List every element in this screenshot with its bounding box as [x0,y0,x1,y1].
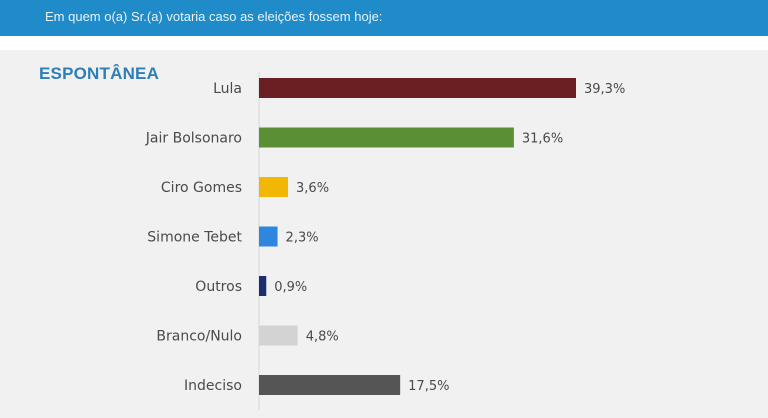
category-label: Branco/Nulo [156,329,242,345]
value-label: 39,3% [584,82,625,97]
value-label: 4,8% [306,330,339,345]
bar [259,375,401,395]
category-label: Simone Tebet [147,230,242,246]
category-label: Ciro Gomes [161,180,242,196]
bar [259,325,298,346]
chart-panel [0,50,768,418]
value-label: 3,6% [296,181,329,196]
value-label: 17,5% [408,379,449,394]
bar [259,177,289,197]
category-label: Lula [213,81,242,97]
value-label: 2,3% [286,231,319,246]
section-title: ESPONTÂNEA [39,64,160,83]
survey-question: Em quem o(a) Sr.(a) votaria caso as elei… [45,9,383,24]
category-label: Outros [195,279,242,295]
category-label: Jair Bolsonaro [145,131,242,147]
bar [259,226,278,247]
bar [259,276,267,296]
bar [259,127,514,148]
value-label: 31,6% [522,132,563,147]
bar [259,78,576,98]
value-label: 0,9% [274,280,307,295]
category-label: Indeciso [184,378,242,394]
header-bar: Em quem o(a) Sr.(a) votaria caso as elei… [0,0,768,36]
